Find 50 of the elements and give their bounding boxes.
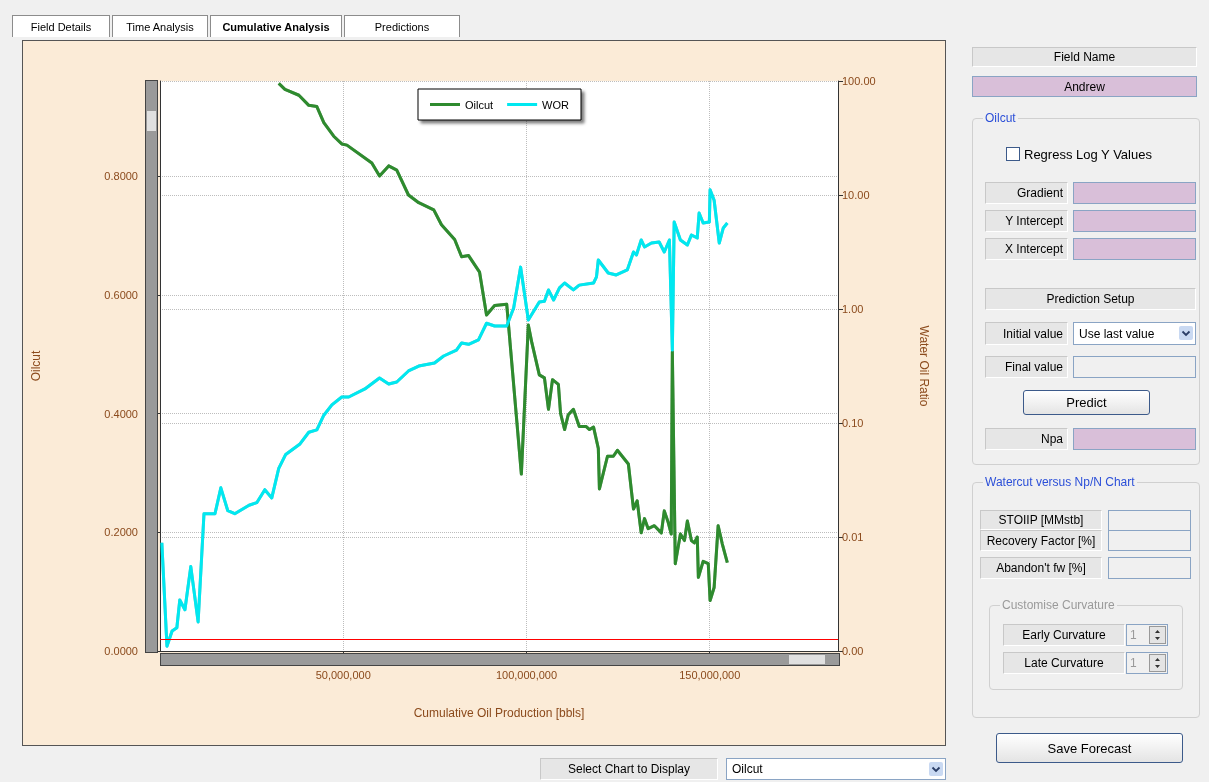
y2-tick-label: 0.01 (842, 531, 864, 543)
text: X Intercept (1004, 242, 1063, 256)
y2-tick-label: 100.00 (842, 75, 876, 87)
legend-label: Oilcut (465, 98, 494, 111)
text: Early Curvature (1022, 628, 1106, 642)
text: 1 (1130, 628, 1137, 642)
x-tick-label: 50,000,000 (315, 668, 371, 681)
x-tick-label: 100,000,000 (495, 668, 558, 681)
y-tick-label: 0.2000 (104, 526, 138, 539)
y-tick-label: 0.8000 (104, 170, 138, 182)
text: 1 (1130, 656, 1137, 670)
text: Andrew (1064, 79, 1105, 94)
text: Y Intercept (1005, 214, 1063, 228)
text: Oilcut (732, 762, 763, 776)
text: Save Forecast (1047, 740, 1132, 756)
legend-label: WOR (542, 98, 570, 111)
y-tick-label: 0.0000 (104, 645, 138, 657)
line-series (160, 188, 729, 648)
y2-tick-label: 0.00 (842, 645, 864, 657)
text: Oilcut (985, 111, 1016, 125)
text: Initial value (1002, 326, 1063, 341)
text: Customise Curvature (1002, 598, 1115, 612)
y2-axis-title: Water Oil Ratio (917, 325, 931, 407)
text: Predict (1066, 395, 1107, 410)
y2-tick-label: 0.10 (842, 417, 864, 429)
text: Recovery Factor [%] (986, 533, 1096, 548)
text: STOIIP [MMstb] (998, 513, 1084, 527)
y2-tick-label: 10.00 (842, 189, 870, 201)
line-series (277, 81, 729, 603)
text: Final value (1004, 360, 1063, 374)
text: Select Chart to Display (567, 762, 691, 776)
y-axis-title: Oilcut (29, 350, 43, 382)
x-tick-label: 150,000,000 (679, 668, 741, 681)
text: Late Curvature (1024, 656, 1104, 670)
text: Gradient (1016, 186, 1063, 200)
text: Watercut versus Np/N Chart (985, 475, 1135, 489)
text: Npa (1040, 432, 1063, 446)
x-axis-title: Cumulative Oil Production [bbls] (413, 706, 585, 720)
text: Field Name (1053, 50, 1116, 64)
text: Cumulative Analysis (222, 20, 330, 33)
text: Prediction Setup (1046, 292, 1135, 306)
text: Predictions (374, 20, 430, 33)
y-tick-label: 0.4000 (104, 407, 138, 420)
text: Regress Log Y Values (1024, 146, 1152, 162)
text: Abandon't fw [%] (996, 561, 1086, 575)
text: Time Analysis (126, 20, 194, 33)
text: Field Details (30, 20, 92, 33)
text: Use last value (1079, 326, 1155, 341)
y2-tick-label: 1.00 (842, 303, 864, 315)
y-tick-label: 0.6000 (104, 288, 138, 301)
